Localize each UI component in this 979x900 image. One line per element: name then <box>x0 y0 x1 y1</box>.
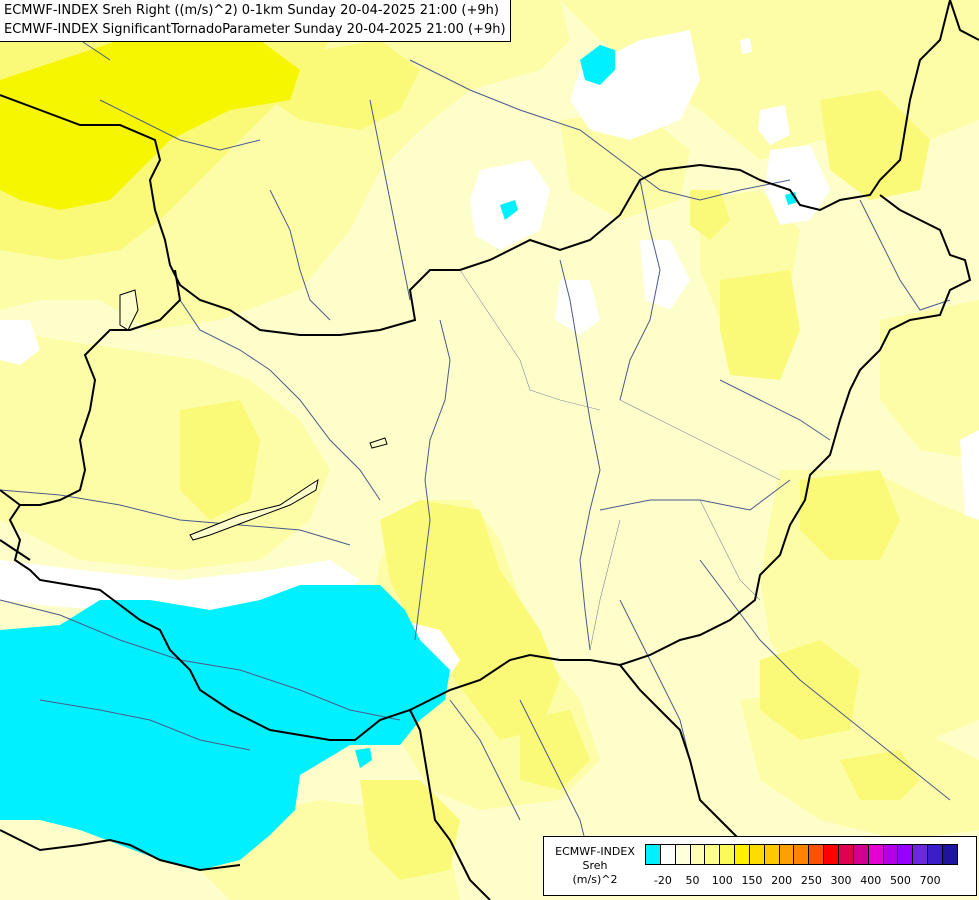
legend-tick-label: 700 <box>919 874 941 887</box>
legend-title-line-1: ECMWF-INDEX <box>555 845 635 858</box>
legend-swatch <box>897 844 914 865</box>
legend-title-line-3: (m/s)^2 <box>572 873 618 886</box>
legend-tick-label: 50 <box>685 874 700 887</box>
legend-tick-label: 300 <box>830 874 852 887</box>
legend-swatch <box>793 844 810 865</box>
legend-tick-labels: -20 50 100 150 200 250 300 400 500 700 <box>645 874 975 888</box>
legend-swatch <box>734 844 750 865</box>
legend-tick-label: -20 <box>653 874 672 887</box>
legend-swatch <box>867 844 884 865</box>
legend-swatch <box>689 844 706 865</box>
color-legend: ECMWF-INDEX Sreh (m/s)^2 -20 50 100 150 200 2… <box>543 836 977 896</box>
strong-yellow-regions <box>0 30 300 210</box>
legend-tick-label: 200 <box>771 874 793 887</box>
legend-tick-label: 150 <box>741 874 763 887</box>
legend-swatch <box>808 844 825 865</box>
legend-swatch <box>645 844 661 865</box>
legend-swatch <box>659 844 676 865</box>
legend-title: ECMWF-INDEX Sreh (m/s)^2 <box>546 845 644 887</box>
cyan-regions <box>0 45 798 870</box>
legend-swatch <box>674 844 691 865</box>
legend-swatch <box>837 844 854 865</box>
map-title-line-1: ECMWF-INDEX Sreh Right ((m/s)^2) 0-1km S… <box>4 3 499 18</box>
legend-swatch <box>852 844 869 865</box>
legend-tick-label: 400 <box>860 874 882 887</box>
legend-title-line-2: Sreh <box>582 859 608 872</box>
legend-tick-label: 100 <box>711 874 733 887</box>
legend-tick-label: 250 <box>800 874 822 887</box>
admin-lines <box>459 269 781 651</box>
legend-swatch <box>748 844 765 865</box>
legend-swatch <box>823 844 839 865</box>
legend-swatch <box>778 844 795 865</box>
legend-swatch <box>941 844 958 865</box>
legend-swatches <box>645 844 958 865</box>
legend-swatch <box>719 844 736 865</box>
lakes <box>119 289 388 541</box>
map-title-box: ECMWF-INDEX Sreh Right ((m/s)^2) 0-1km S… <box>0 0 511 42</box>
legend-swatch <box>927 844 943 865</box>
legend-tick-label: 500 <box>889 874 911 887</box>
map-title-line-2: ECMWF-INDEX SignificantTornadoParameter … <box>4 22 506 37</box>
legend-swatch <box>882 844 899 865</box>
legend-swatch <box>912 844 929 865</box>
legend-swatch <box>704 844 721 865</box>
legend-swatch <box>763 844 780 865</box>
